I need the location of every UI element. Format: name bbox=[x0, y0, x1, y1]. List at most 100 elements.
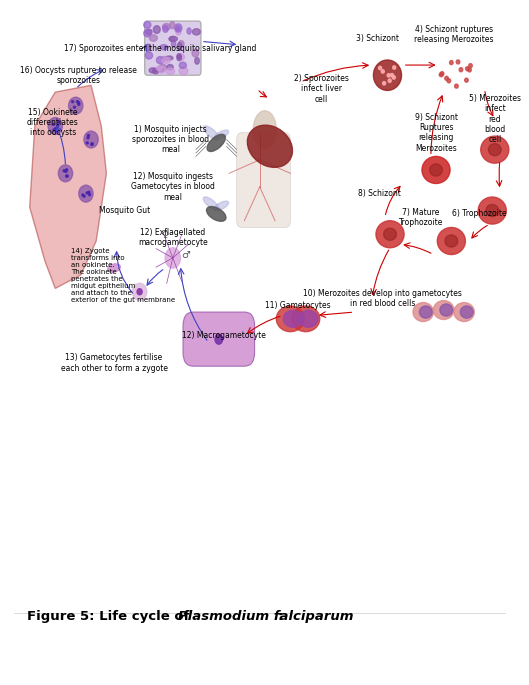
Ellipse shape bbox=[144, 21, 151, 28]
Text: 6) Trophozoite: 6) Trophozoite bbox=[452, 210, 507, 219]
Ellipse shape bbox=[437, 227, 466, 255]
Ellipse shape bbox=[298, 310, 318, 327]
Ellipse shape bbox=[176, 26, 180, 30]
Ellipse shape bbox=[167, 64, 174, 70]
Ellipse shape bbox=[215, 334, 223, 344]
Ellipse shape bbox=[179, 40, 184, 47]
Ellipse shape bbox=[450, 60, 453, 64]
Text: 5) Merozoites
infect
red
blood
cell: 5) Merozoites infect red blood cell bbox=[469, 94, 521, 145]
Ellipse shape bbox=[144, 29, 151, 37]
Ellipse shape bbox=[165, 248, 180, 268]
Ellipse shape bbox=[419, 306, 432, 318]
Ellipse shape bbox=[86, 142, 88, 144]
Ellipse shape bbox=[384, 228, 396, 240]
Ellipse shape bbox=[187, 28, 191, 34]
Ellipse shape bbox=[91, 142, 93, 145]
Ellipse shape bbox=[91, 143, 93, 145]
Text: :: : bbox=[278, 610, 283, 623]
Text: 4) Schizont ruptures
releasing Merozoites: 4) Schizont ruptures releasing Merozoite… bbox=[414, 25, 494, 45]
Ellipse shape bbox=[179, 62, 186, 68]
Ellipse shape bbox=[486, 204, 499, 216]
Ellipse shape bbox=[145, 29, 152, 35]
Ellipse shape bbox=[162, 58, 170, 63]
Ellipse shape bbox=[390, 73, 394, 77]
Text: 2) Sporozoites
infect liver
cell: 2) Sporozoites infect liver cell bbox=[294, 74, 349, 103]
Ellipse shape bbox=[440, 72, 444, 76]
Ellipse shape bbox=[203, 197, 219, 211]
Text: ♀: ♀ bbox=[161, 229, 169, 240]
Ellipse shape bbox=[74, 106, 76, 108]
Ellipse shape bbox=[192, 49, 199, 57]
Ellipse shape bbox=[177, 55, 181, 61]
PathPatch shape bbox=[30, 86, 106, 288]
Ellipse shape bbox=[430, 164, 442, 176]
FancyBboxPatch shape bbox=[145, 21, 201, 75]
Text: 12) Macrogametocyte: 12) Macrogametocyte bbox=[182, 332, 266, 340]
Text: 13) Gametocytes fertilise
each other to form a zygote: 13) Gametocytes fertilise each other to … bbox=[60, 353, 168, 373]
Ellipse shape bbox=[69, 97, 83, 114]
Ellipse shape bbox=[454, 303, 475, 321]
Ellipse shape bbox=[66, 175, 68, 177]
Text: 1) Mosquito injects
sporozoites in blood
meal: 1) Mosquito injects sporozoites in blood… bbox=[132, 125, 209, 154]
Ellipse shape bbox=[48, 118, 62, 134]
Ellipse shape bbox=[179, 67, 188, 75]
Ellipse shape bbox=[387, 74, 390, 77]
Ellipse shape bbox=[52, 123, 54, 125]
Ellipse shape bbox=[58, 165, 72, 182]
Ellipse shape bbox=[156, 66, 162, 71]
Ellipse shape bbox=[440, 304, 453, 316]
Ellipse shape bbox=[159, 64, 167, 70]
Ellipse shape bbox=[214, 130, 229, 140]
Text: Plasmodium falciparum: Plasmodium falciparum bbox=[178, 610, 353, 623]
Ellipse shape bbox=[149, 68, 157, 73]
Ellipse shape bbox=[376, 221, 404, 248]
Ellipse shape bbox=[468, 68, 471, 72]
Ellipse shape bbox=[57, 125, 59, 127]
Ellipse shape bbox=[207, 134, 225, 151]
Ellipse shape bbox=[388, 79, 391, 82]
Ellipse shape bbox=[54, 127, 57, 129]
Ellipse shape bbox=[171, 40, 176, 47]
Ellipse shape bbox=[82, 194, 84, 196]
Ellipse shape bbox=[157, 68, 164, 72]
Ellipse shape bbox=[478, 197, 506, 224]
Ellipse shape bbox=[145, 52, 153, 59]
Ellipse shape bbox=[178, 54, 185, 60]
Ellipse shape bbox=[88, 191, 90, 193]
Ellipse shape bbox=[65, 171, 67, 173]
Ellipse shape bbox=[291, 306, 320, 332]
Ellipse shape bbox=[153, 25, 160, 34]
Ellipse shape bbox=[382, 82, 386, 85]
Text: 12) Mosquito ingests
Gametocytes in blood
meal: 12) Mosquito ingests Gametocytes in bloo… bbox=[131, 172, 215, 202]
Ellipse shape bbox=[76, 101, 78, 103]
Text: 7) Mature
Trophozoite: 7) Mature Trophozoite bbox=[398, 208, 443, 227]
Text: 9) Schizont
Ruptures
releasing
Merozoites: 9) Schizont Ruptures releasing Merozoite… bbox=[415, 112, 458, 153]
Ellipse shape bbox=[79, 185, 93, 202]
Ellipse shape bbox=[162, 23, 170, 30]
Ellipse shape bbox=[83, 195, 85, 197]
Ellipse shape bbox=[158, 67, 166, 73]
Ellipse shape bbox=[445, 235, 458, 247]
Ellipse shape bbox=[169, 37, 175, 41]
Ellipse shape bbox=[149, 35, 157, 41]
Text: 16) Oocysts rupture to release
sporozoites: 16) Oocysts rupture to release sporozoit… bbox=[20, 66, 136, 85]
Ellipse shape bbox=[108, 264, 121, 273]
Ellipse shape bbox=[393, 66, 396, 69]
Text: 14) Zygote
transforms into
an ookinete.
The ookinete
penetrates the
midgut epith: 14) Zygote transforms into an ookinete. … bbox=[70, 247, 175, 303]
Text: 12) Exflagellated
macrogametocyte: 12) Exflagellated macrogametocyte bbox=[138, 228, 208, 247]
Ellipse shape bbox=[152, 68, 159, 74]
Ellipse shape bbox=[447, 79, 451, 83]
Ellipse shape bbox=[166, 68, 175, 75]
Ellipse shape bbox=[488, 144, 501, 155]
Ellipse shape bbox=[460, 306, 473, 318]
Ellipse shape bbox=[433, 301, 454, 319]
Ellipse shape bbox=[132, 284, 147, 300]
Ellipse shape bbox=[248, 125, 293, 167]
Ellipse shape bbox=[253, 111, 276, 148]
Ellipse shape bbox=[177, 42, 182, 51]
Ellipse shape bbox=[66, 169, 68, 171]
FancyBboxPatch shape bbox=[183, 312, 254, 366]
Ellipse shape bbox=[78, 102, 80, 104]
Ellipse shape bbox=[454, 84, 458, 88]
Ellipse shape bbox=[203, 126, 219, 140]
